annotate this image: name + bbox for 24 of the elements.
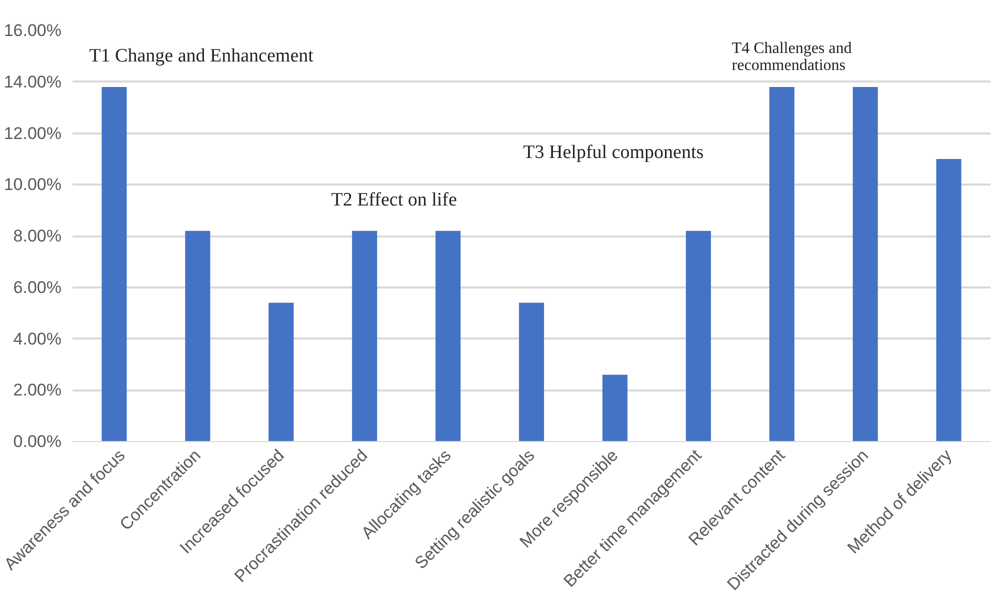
y-tick-label: 16.00% — [4, 21, 62, 40]
bar — [936, 158, 962, 442]
annotation: T1 Change and Enhancement — [89, 45, 314, 66]
bar — [686, 230, 711, 442]
annotation: T4 Challenges and recommendations — [732, 40, 852, 74]
bar — [268, 302, 294, 442]
y-tick-label: 10.00% — [4, 175, 62, 194]
bar — [852, 87, 878, 442]
annotation: T3 Helpful components — [523, 142, 704, 163]
y-tick-label: 12.00% — [4, 124, 62, 143]
bar — [518, 302, 544, 442]
bar — [352, 230, 378, 442]
y-tick-label: 14.00% — [4, 72, 62, 92]
y-tick-label: 6.00% — [13, 278, 62, 297]
y-tick-label: 0.00% — [13, 432, 62, 451]
bar — [769, 87, 794, 442]
bar — [185, 230, 210, 442]
y-tick-label: 8.00% — [13, 226, 62, 246]
y-tick-label: 2.00% — [13, 380, 62, 400]
annotation: T2 Effect on life — [331, 189, 457, 210]
bar — [436, 230, 461, 442]
y-tick-label: 4.00% — [13, 329, 62, 348]
bar — [602, 374, 628, 442]
bar — [102, 87, 127, 442]
